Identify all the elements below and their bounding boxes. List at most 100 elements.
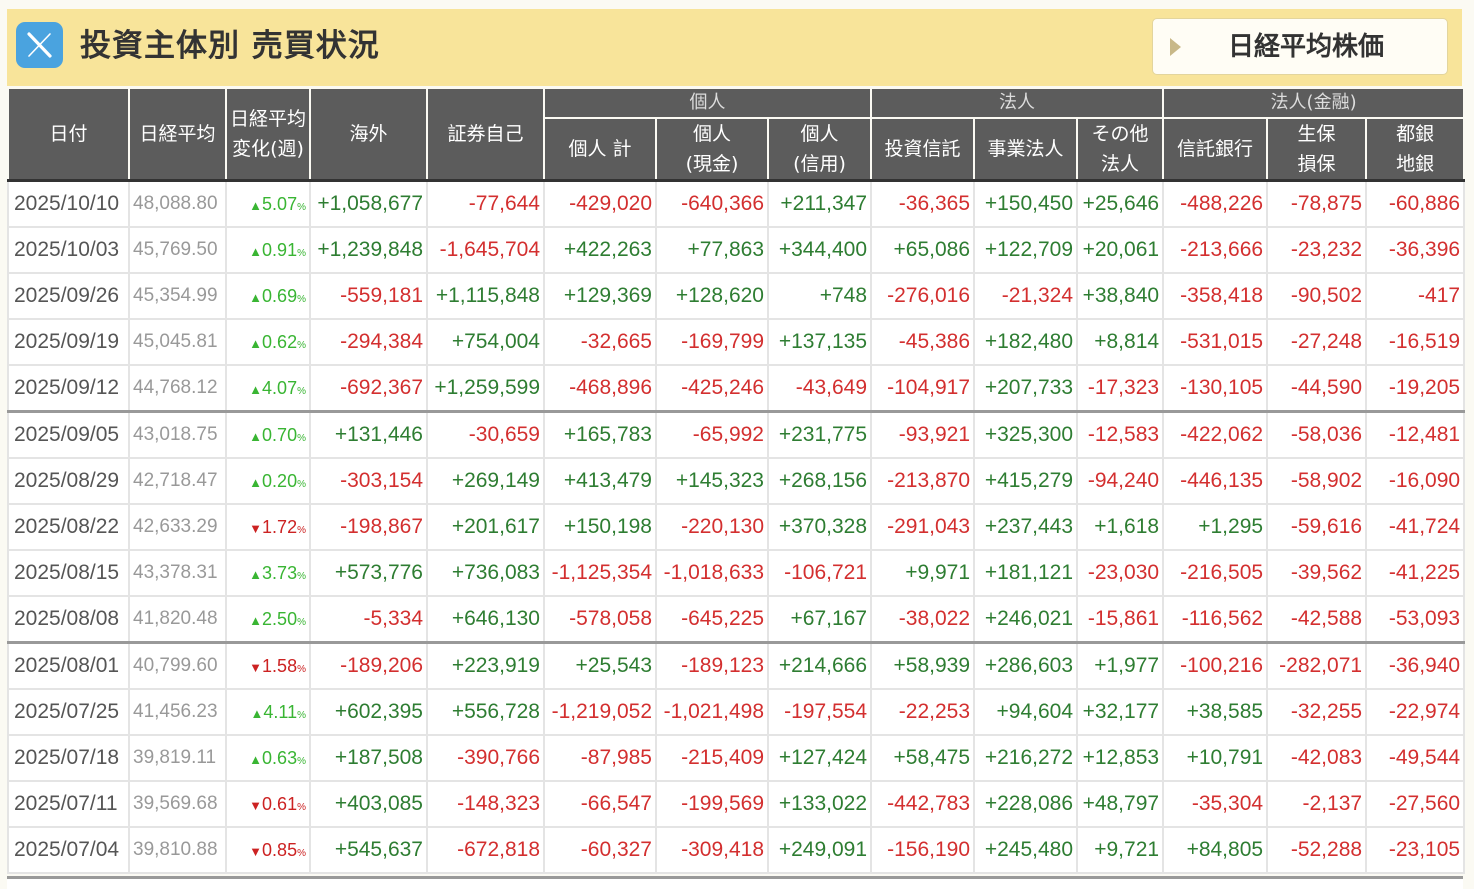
table-row[interactable]: 2025/08/15 43,378.31 ▲3.73% +573,776 +736,08…: [7, 549, 1466, 597]
table-row[interactable]: 2025/08/01 40,799.60 ▼1.58% -189,206 +223,91…: [7, 641, 1466, 690]
cell-foreign: -294,384: [309, 318, 428, 366]
col-header-banks-line2: 地銀: [1396, 153, 1435, 175]
cell-business-corp: +246,021: [973, 595, 1079, 644]
table-row[interactable]: 2025/09/05 43,018.75 ▲0.70% +131,446 -30,659…: [7, 410, 1466, 459]
col-header-individual-total[interactable]: 個人 計: [543, 117, 657, 182]
table-row[interactable]: 2025/07/11 39,569.68 ▼0.61% +403,085 -148,32…: [7, 780, 1466, 828]
col-header-foreign[interactable]: 海外: [309, 87, 428, 182]
col-header-securities[interactable]: 証券自己: [426, 87, 545, 182]
cell-individual-margin: +370,328: [766, 503, 873, 551]
cell-date[interactable]: 2025/10/03: [7, 226, 130, 274]
percent-sign: %: [297, 385, 306, 397]
cell-date[interactable]: 2025/09/12: [7, 364, 130, 413]
nikkei-average-button-label: 日経平均株価: [1227, 32, 1384, 62]
cell-date[interactable]: 2025/08/08: [7, 595, 130, 644]
cell-nikkei: 39,819.11: [128, 734, 227, 782]
col-header-date[interactable]: 日付: [7, 87, 130, 182]
cell-business-corp: +122,709: [973, 226, 1079, 274]
table-row[interactable]: 2025/07/04 39,810.88 ▼0.85% +545,637 -672,81…: [7, 826, 1466, 874]
cell-date[interactable]: 2025/09/05: [7, 410, 130, 459]
cell-individual-margin: +133,022: [766, 780, 873, 828]
cell-date[interactable]: 2025/09/19: [7, 318, 130, 366]
cell-business-corp: +181,121: [973, 549, 1079, 597]
cell-date[interactable]: 2025/07/25: [7, 688, 130, 736]
table-row[interactable]: 2025/08/22 42,633.29 ▼1.72% -198,867 +201,61…: [7, 503, 1466, 551]
table-row[interactable]: 2025/09/12 44,768.12 ▲4.07% -692,367 +1,259,…: [7, 364, 1466, 413]
change-value: 5.07: [262, 193, 298, 214]
percent-sign: %: [297, 524, 306, 536]
cell-date[interactable]: 2025/07/11: [7, 780, 130, 828]
col-header-individual-cash-line1: 個人: [692, 123, 731, 145]
cell-nikkei-change: ▲0.91%: [225, 226, 311, 274]
col-header-nikkei-change[interactable]: 日経平均 変化(週): [225, 87, 311, 182]
cell-securities: +646,130: [426, 595, 545, 644]
col-header-nikkei[interactable]: 日経平均: [128, 87, 227, 182]
x-logo-icon[interactable]: [16, 22, 63, 68]
cell-individual-total: -578,058: [543, 595, 657, 644]
table-row[interactable]: 2025/07/18 39,819.11 ▲0.63% +187,508 -390,76…: [7, 734, 1466, 782]
cell-insurance: -2,137: [1266, 780, 1368, 828]
col-header-individual-cash[interactable]: 個人 (現金): [655, 117, 769, 182]
change-value: 4.11: [263, 701, 298, 722]
cell-foreign: +187,508: [309, 734, 428, 782]
col-header-other-corp-line2: 法人: [1101, 153, 1140, 175]
col-header-individual-margin[interactable]: 個人 (信用): [766, 117, 873, 182]
percent-sign: %: [297, 247, 306, 259]
cell-nikkei: 43,378.31: [128, 549, 227, 597]
table-row[interactable]: 2025/08/08 41,820.48 ▲2.50% -5,334 +646,130-…: [7, 595, 1466, 644]
col-header-insurance[interactable]: 生保 損保: [1266, 117, 1368, 182]
col-header-banks[interactable]: 都銀 地銀: [1365, 117, 1466, 182]
cell-business-corp: +415,279: [973, 457, 1079, 505]
change-value: 3.73: [262, 562, 298, 583]
cell-securities: +556,728: [426, 688, 545, 736]
cell-insurance: -39,562: [1266, 549, 1368, 597]
percent-sign: %: [297, 339, 306, 351]
cell-date[interactable]: 2025/10/10: [7, 179, 130, 228]
cell-investment-trust: -156,190: [870, 826, 976, 874]
cell-individual-margin: -106,721: [766, 549, 873, 597]
cell-individual-margin: +211,347: [766, 179, 873, 228]
col-header-insurance-line2: 損保: [1297, 153, 1336, 175]
table-row[interactable]: 2025/08/29 42,718.47 ▲0.20% -303,154 +269,14…: [7, 457, 1466, 505]
cell-banks: -23,105: [1365, 826, 1466, 874]
nikkei-average-button[interactable]: 日経平均株価: [1152, 18, 1448, 75]
cell-date[interactable]: 2025/08/29: [7, 457, 130, 505]
table-row[interactable]: 2025/09/26 45,354.99 ▲0.69% -559,181 +1,115,…: [7, 272, 1466, 320]
percent-sign: %: [297, 201, 306, 213]
cell-banks: -36,396: [1365, 226, 1466, 274]
table-row[interactable]: 2025/10/03 45,769.50 ▲0.91% +1,239,848 -1,64…: [7, 226, 1466, 274]
cell-individual-total: -429,020: [543, 179, 657, 228]
cell-insurance: -42,083: [1266, 734, 1368, 782]
col-header-investment-trust[interactable]: 投資信託: [870, 117, 976, 182]
triangle-up-icon: ▲: [249, 474, 263, 490]
cell-date[interactable]: 2025/07/04: [7, 826, 130, 874]
cell-securities: -672,818: [426, 826, 545, 874]
col-header-other-corp-line1: その他: [1091, 123, 1149, 145]
cell-business-corp: +216,272: [973, 734, 1079, 782]
table-row[interactable]: 2025/09/19 45,045.81 ▲0.62% -294,384 +754,00…: [7, 318, 1466, 366]
cell-trust-bank: -35,304: [1162, 780, 1269, 828]
col-header-trust-bank[interactable]: 信託銀行: [1162, 117, 1269, 182]
cell-individual-total: +413,479: [543, 457, 657, 505]
cell-date[interactable]: 2025/07/18: [7, 734, 130, 782]
cell-individual-margin: +137,135: [766, 318, 873, 366]
cell-individual-cash: -189,123: [655, 641, 769, 690]
table-row[interactable]: 2025/10/10 48,088.80 ▲5.07% +1,058,677 -77,6…: [7, 179, 1466, 228]
cell-individual-total: +150,198: [543, 503, 657, 551]
cell-investment-trust: +58,475: [870, 734, 976, 782]
triangle-up-icon: ▲: [249, 289, 263, 305]
cell-date[interactable]: 2025/09/26: [7, 272, 130, 320]
cell-date[interactable]: 2025/08/22: [7, 503, 130, 551]
table-row[interactable]: 2025/07/25 41,456.23 ▲4.11% +602,395 +556,72…: [7, 688, 1466, 736]
cell-other-corp: +9,721: [1076, 826, 1165, 874]
cell-nikkei: 39,810.88: [128, 826, 227, 874]
cell-date[interactable]: 2025/08/15: [7, 549, 130, 597]
cell-nikkei-change: ▲5.07%: [225, 179, 311, 228]
col-header-business-corp[interactable]: 事業法人: [973, 117, 1079, 182]
cell-trust-bank: -130,105: [1162, 364, 1269, 413]
cell-banks: -53,093: [1365, 595, 1466, 644]
cell-other-corp: -94,240: [1076, 457, 1165, 505]
cell-date[interactable]: 2025/08/01: [7, 641, 130, 690]
col-header-other-corp[interactable]: その他 法人: [1076, 117, 1165, 182]
cell-securities: -77,644: [426, 179, 545, 228]
